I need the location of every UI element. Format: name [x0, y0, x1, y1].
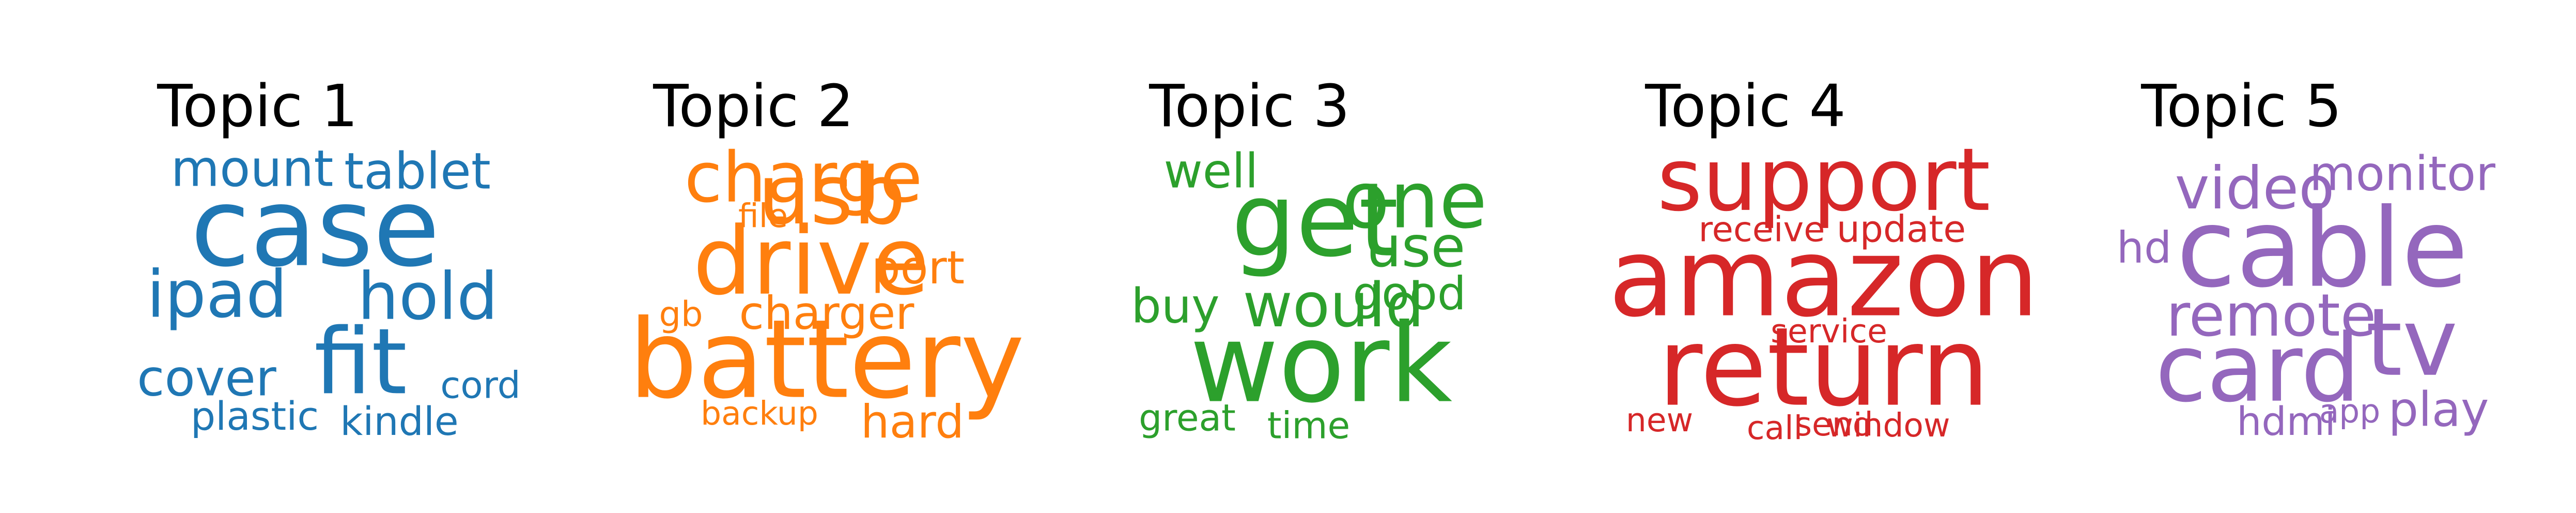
- word-send: send: [1795, 405, 1873, 443]
- word-one: one: [1342, 155, 1487, 246]
- word-hold: hold: [358, 259, 498, 335]
- word-great: great: [1139, 397, 1236, 440]
- topic-title: Topic 2: [653, 73, 854, 140]
- word-would: would: [1243, 269, 1424, 341]
- word-buy: buy: [1131, 278, 1219, 334]
- word-window: window: [1826, 406, 1950, 444]
- word-charger: charger: [739, 286, 915, 340]
- word-use: use: [1366, 214, 1466, 280]
- word-amazon: amazon: [1608, 215, 2039, 341]
- word-play: play: [2388, 382, 2489, 437]
- topic-panel-3: Topic 3 work get one would use good well buy gre…: [992, 0, 1507, 513]
- topic-title: Topic 4: [1645, 73, 1846, 140]
- word-charge: charge: [685, 138, 923, 218]
- word-drive: drive: [693, 207, 929, 316]
- word-card: card: [2155, 314, 2361, 423]
- topic-title: Topic 1: [157, 73, 358, 140]
- word-cord: cord: [440, 364, 521, 407]
- word-hd: hd: [2117, 222, 2172, 273]
- word-good: good: [1353, 267, 1466, 320]
- word-file: file: [738, 197, 788, 235]
- word-tablet: tablet: [344, 142, 491, 200]
- word-well: well: [1164, 143, 1259, 199]
- word-mount: mount: [171, 139, 334, 198]
- word-gb: gb: [659, 294, 703, 335]
- word-service: service: [1771, 312, 1887, 350]
- word-receive: receive: [1699, 209, 1825, 250]
- word-ipad: ipad: [147, 256, 287, 333]
- word-app: app: [2319, 393, 2381, 430]
- word-support: support: [1657, 129, 1990, 231]
- word-tv: tv: [2366, 288, 2458, 397]
- word-get: get: [1231, 161, 1399, 280]
- word-cover: cover: [137, 349, 276, 407]
- word-return: return: [1658, 304, 1990, 431]
- topic-title: Topic 3: [1149, 73, 1350, 140]
- word-usb: usb: [758, 146, 906, 243]
- word-update: update: [1837, 208, 1966, 251]
- word-battery: battery: [629, 296, 1025, 423]
- word-new: new: [1626, 401, 1693, 439]
- word-fit: fit: [314, 309, 407, 415]
- word-monitor: monitor: [2309, 146, 2495, 201]
- word-plastic: plastic: [191, 393, 319, 439]
- word-call: call: [1747, 409, 1803, 447]
- word-hdmi: hdmi: [2237, 398, 2336, 444]
- topic-panel-5: Topic 5 cable card tv video remote monitor pla…: [1984, 0, 2499, 513]
- word-backup: backup: [701, 395, 818, 432]
- topic-panel-2: Topic 2 battery drive usb charge charger port…: [496, 0, 1025, 513]
- word-kindle: kindle: [340, 398, 458, 444]
- word-time: time: [1267, 404, 1350, 447]
- word-remote: remote: [2166, 281, 2377, 350]
- topic-panel-1: Topic 1 case fit hold ipad tablet mount cover c…: [0, 0, 521, 513]
- word-video: video: [2175, 154, 2335, 222]
- topic-panel-4: Topic 4 amazon return support update receive…: [1488, 0, 2039, 513]
- word-case: case: [191, 164, 440, 291]
- word-work: work: [1190, 300, 1452, 427]
- word-cable: cable: [2177, 185, 2469, 312]
- topic-title: Topic 5: [2141, 73, 2342, 140]
- word-port: port: [872, 241, 965, 294]
- word-hard: hard: [861, 395, 964, 448]
